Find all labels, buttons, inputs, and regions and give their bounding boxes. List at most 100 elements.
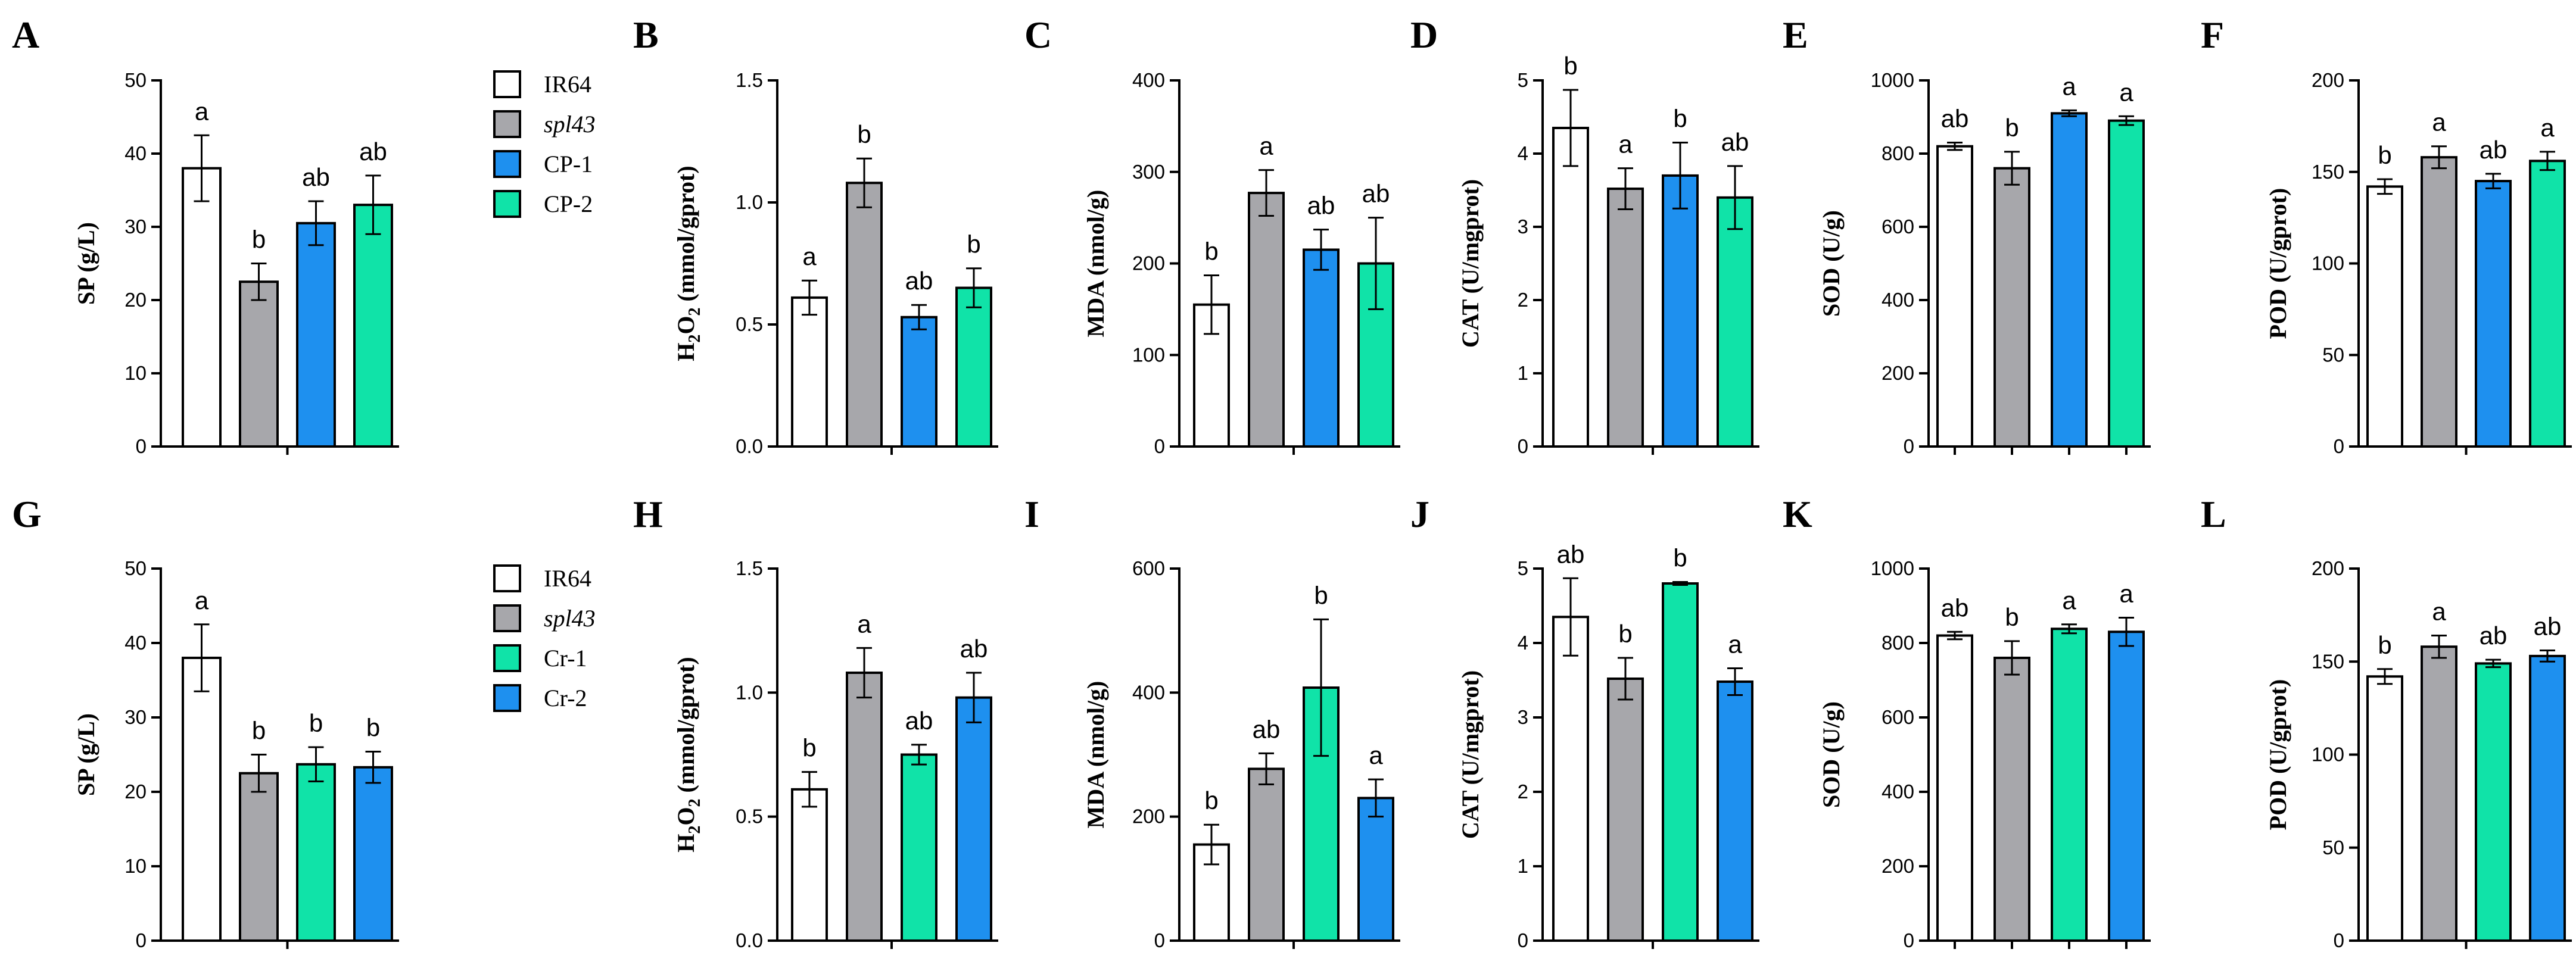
y-tick-label: 1.0	[736, 681, 763, 703]
legend-swatch	[493, 190, 521, 218]
bar-spl43	[239, 772, 279, 942]
y-axis-label: SOD (U/g)	[1818, 701, 1845, 808]
legend-label: Cr-1	[544, 645, 587, 672]
significance-letter: b	[1563, 52, 1577, 80]
y-tick-label: 50	[124, 557, 147, 579]
legend-label: CP-1	[544, 151, 593, 177]
significance-letter: ab	[1557, 540, 1585, 568]
significance-letter: ab	[905, 707, 933, 735]
y-tick-label: 30	[124, 706, 147, 728]
y-tick-label: 150	[2312, 161, 2344, 183]
significance-letter: ab	[1721, 128, 1749, 156]
y-tick-label: 3	[1518, 706, 1528, 728]
y-tick-label: 1.5	[736, 557, 763, 579]
bar-ir64	[2366, 675, 2403, 942]
legend-label: spl43	[544, 111, 596, 138]
y-tick-label: 400	[1132, 681, 1165, 703]
y-tick-label: 30	[124, 216, 147, 238]
y-tick-label: 200	[1882, 362, 1914, 384]
significance-letter: b	[1673, 105, 1687, 133]
legend-swatch	[493, 604, 521, 632]
y-tick-label: 100	[2312, 744, 2344, 766]
significance-letter: a	[2119, 580, 2133, 608]
bar-cp-1	[296, 221, 336, 448]
y-tick-label: 1.5	[736, 69, 763, 91]
bar-ir64	[1552, 616, 1589, 942]
bar-cr-2	[1357, 797, 1394, 942]
bar-cp-1	[1303, 248, 1340, 448]
panel-letter: E	[1783, 14, 1808, 56]
y-tick-label: 200	[1132, 252, 1165, 274]
y-tick-label: 50	[2322, 344, 2344, 366]
y-axis-label: SP (g/L)	[73, 222, 99, 305]
panel-letter: D	[1410, 14, 1438, 56]
y-axis-label: SOD (U/g)	[1818, 210, 1845, 317]
y-tick-label: 1	[1518, 855, 1528, 877]
chart-panel-f: F 0 50 100 150 200 POD (U/gprot) b a ab a	[2201, 14, 2572, 457]
y-tick-label: 0.5	[736, 313, 763, 335]
significance-letter: b	[1618, 620, 1632, 648]
significance-letter: ab	[1362, 180, 1390, 208]
significance-letter: ab	[1307, 192, 1335, 220]
chart-panel-g: G 0 10 20 30 40 50 SP (g/L) a b b b	[12, 493, 399, 951]
significance-letter: ab	[1941, 105, 1969, 133]
legend-label: spl43	[544, 605, 596, 632]
bar-cp-1	[2051, 112, 2088, 448]
y-tick-label: 200	[1882, 855, 1914, 877]
significance-letter: ab	[2480, 622, 2508, 650]
y-tick-label: 5	[1518, 557, 1528, 579]
y-axis-label: POD (U/gprot)	[2264, 188, 2291, 339]
bar-ir64	[1936, 634, 1973, 942]
bar-spl43	[2421, 156, 2457, 448]
y-tick-label: 800	[1882, 632, 1914, 654]
bar-cr-2	[2108, 630, 2145, 942]
significance-letter: ab	[1253, 715, 1281, 743]
y-axis-label: H2O2 (mmol/gprot)	[672, 166, 704, 361]
y-tick-label: 0	[1904, 435, 1914, 457]
significance-letter: ab	[905, 267, 933, 295]
y-axis-label: CAT (U/mgprot)	[1457, 670, 1484, 839]
legend-swatch	[493, 70, 521, 98]
significance-letter: a	[2432, 598, 2446, 626]
significance-letter: ab	[960, 635, 988, 663]
bar-spl43	[239, 280, 279, 448]
bar-spl43	[1993, 657, 2030, 942]
significance-letter: a	[2432, 108, 2446, 136]
bar-cr-1	[901, 753, 937, 942]
significance-letter: b	[1673, 544, 1687, 572]
y-tick-label: 3	[1518, 216, 1528, 238]
y-tick-label: 600	[1132, 557, 1165, 579]
bar-ir64	[1936, 145, 1973, 448]
chart-panel-e: E 0 200 400 600 800 1000 SOD (U/g) ab b a a	[1783, 14, 2151, 457]
bar-cr-2	[2529, 654, 2566, 942]
y-tick-label: 1.0	[736, 191, 763, 213]
significance-letter: b	[857, 120, 871, 148]
significance-letter: a	[2062, 586, 2076, 614]
panel-letter: G	[12, 493, 42, 535]
bar-spl43	[1607, 188, 1644, 448]
y-tick-label: 2	[1518, 781, 1528, 803]
bar-cp-1	[901, 316, 937, 448]
significance-letter: a	[857, 610, 871, 638]
significance-letter: a	[802, 242, 817, 270]
bar-cr-1	[2475, 662, 2512, 942]
bar-cp-2	[353, 204, 393, 448]
legend-swatch	[493, 110, 521, 138]
bar-cr-2	[955, 696, 992, 942]
y-tick-label: 0	[1154, 435, 1165, 457]
chart-panel-l: L 0 50 100 150 200 POD (U/gprot) b a ab ab	[2201, 493, 2572, 951]
significance-letter: b	[802, 734, 816, 762]
bar-cr-1	[1662, 582, 1699, 942]
significance-letter: ab	[359, 138, 387, 166]
y-tick-label: 200	[2312, 69, 2344, 91]
bar-cr-2	[1717, 680, 1753, 942]
y-tick-label: 600	[1882, 216, 1914, 238]
bar-ir64	[791, 788, 828, 942]
bar-cr-1	[2051, 628, 2088, 942]
y-tick-label: 50	[124, 69, 147, 91]
panel-letter: B	[633, 14, 659, 56]
significance-letter: b	[2378, 631, 2391, 659]
y-axis-label: CAT (U/mgprot)	[1457, 179, 1484, 348]
significance-letter: a	[1259, 132, 1273, 160]
y-tick-label: 800	[1882, 142, 1914, 164]
